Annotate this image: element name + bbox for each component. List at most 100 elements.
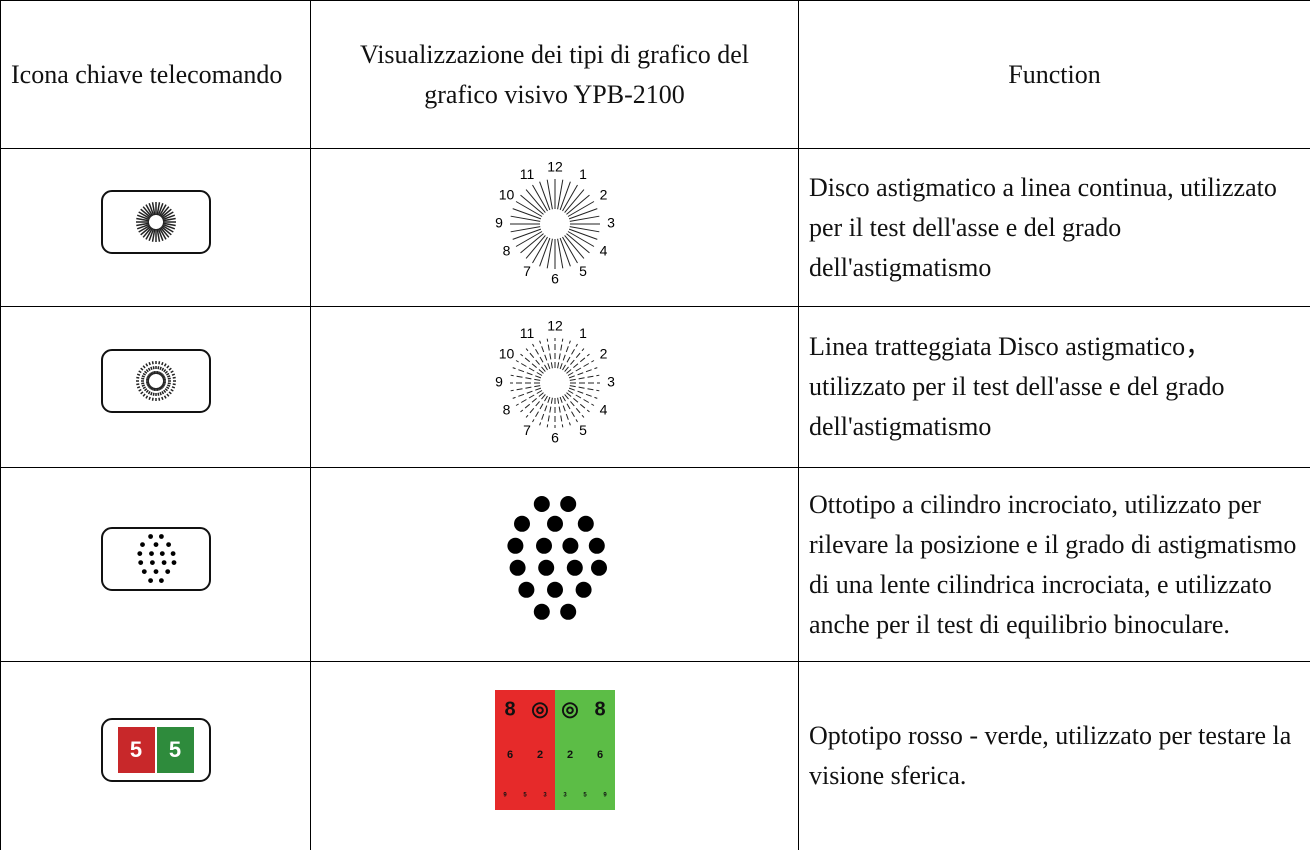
dot	[138, 560, 143, 565]
dial-number: 11	[519, 325, 534, 341]
dot	[148, 578, 153, 583]
icon-frame	[102, 191, 210, 253]
function-cell: Ottotipo a cilindro incrociato, utilizza…	[799, 468, 1310, 662]
function-cell: Linea tratteggiata Disco astigmatico，uti…	[799, 307, 1310, 468]
dial-number: 12	[547, 158, 563, 174]
dot	[577, 515, 593, 531]
dial-number: 5	[579, 422, 587, 438]
dot	[159, 534, 164, 539]
header-cell: Visualizzazione dei tipi di grafico del …	[311, 1, 799, 149]
dial-number: 1	[579, 325, 587, 341]
dot	[171, 560, 176, 565]
dot	[547, 581, 563, 597]
dial-number: 1	[579, 166, 587, 182]
ray	[526, 394, 545, 417]
ray	[566, 393, 589, 412]
dot	[560, 496, 576, 512]
dot	[560, 603, 576, 619]
dial-number: 10	[498, 346, 514, 362]
chart-symbol: ◎	[531, 698, 548, 720]
dot	[161, 560, 166, 565]
dot	[153, 569, 158, 574]
dial-number: 12	[547, 318, 563, 334]
dial-number: 8	[502, 242, 510, 258]
dot	[140, 542, 145, 547]
chart-symbol: 2	[566, 749, 572, 761]
icon-digit: 5	[129, 737, 141, 762]
dot	[149, 551, 154, 556]
dot	[166, 542, 171, 547]
dot	[159, 578, 164, 583]
ray	[564, 394, 583, 417]
dot	[536, 537, 552, 553]
dial-number: 3	[607, 214, 615, 230]
dial-number: 7	[523, 422, 531, 438]
dial-number: 2	[599, 186, 607, 202]
remote-icon	[96, 187, 216, 257]
chart-image	[485, 489, 625, 629]
dot	[588, 537, 604, 553]
dot	[141, 569, 146, 574]
dot	[137, 551, 142, 556]
row: Ottotipo a cilindro incrociato, utilizza…	[1, 468, 1310, 662]
chart-symbol: 8	[504, 698, 515, 720]
dial-number: 3	[607, 374, 615, 390]
dot	[575, 581, 591, 597]
dot	[153, 542, 158, 547]
dot	[170, 551, 175, 556]
dot	[148, 534, 153, 539]
dot	[509, 559, 525, 575]
chart-symbol: 6	[596, 749, 602, 761]
ray	[520, 393, 543, 412]
function-cell: Optotipo rosso - verde, utilizzato per t…	[799, 662, 1310, 850]
function-cell: Disco astigmatico a linea continua, util…	[799, 149, 1310, 307]
icon-digit: 5	[168, 737, 180, 762]
dial-number: 4	[599, 242, 607, 258]
dot	[165, 569, 170, 574]
ray	[564, 349, 583, 372]
dial-number: 9	[495, 214, 503, 230]
dial-number: 6	[551, 430, 559, 446]
ray	[526, 349, 545, 372]
dial-number: 10	[498, 186, 514, 202]
ray	[520, 354, 543, 373]
dot	[566, 559, 582, 575]
header-cell: Icona chiave telecomando	[1, 1, 311, 149]
ray	[566, 354, 589, 373]
dial-number: 8	[502, 402, 510, 418]
dot	[507, 537, 523, 553]
dot	[538, 559, 554, 575]
chart-symbol: 6	[506, 749, 512, 761]
chart-symbol: 2	[536, 749, 542, 761]
dial-number: 11	[519, 166, 534, 182]
dot	[533, 496, 549, 512]
dial-number: 2	[599, 346, 607, 362]
chart-symbol: 8	[594, 698, 605, 720]
dial-number: 9	[495, 374, 503, 390]
dot	[547, 515, 563, 531]
icon-frame	[102, 528, 210, 590]
dial-number: 4	[599, 402, 607, 418]
chart-symbol: ◎	[561, 698, 578, 720]
dot	[591, 559, 607, 575]
dot	[562, 537, 578, 553]
dot	[514, 515, 530, 531]
dot	[150, 560, 155, 565]
dial-number: 6	[551, 270, 559, 286]
header-cell: Function	[799, 1, 1310, 149]
dial-number: 7	[523, 263, 531, 279]
dial-number: 5	[579, 263, 587, 279]
remote-icon	[96, 346, 216, 416]
remote-icon	[96, 524, 216, 594]
header-row: Icona chiave telecomando Visualizzazione…	[1, 1, 1310, 149]
dot	[533, 603, 549, 619]
